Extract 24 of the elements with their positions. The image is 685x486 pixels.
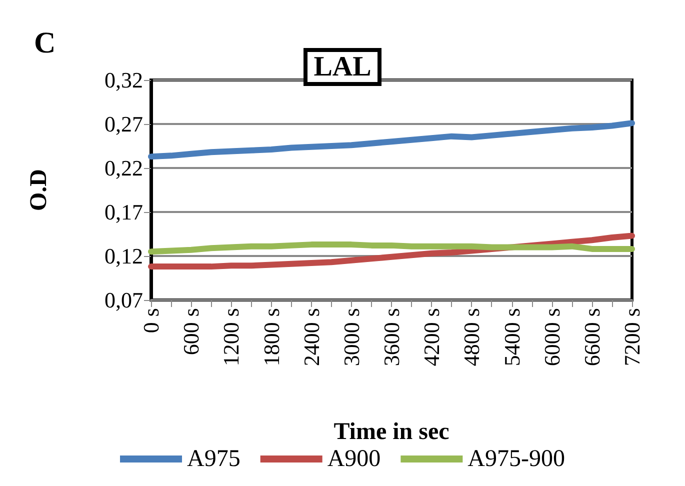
x-tick-label: 4200 s bbox=[419, 308, 444, 366]
x-tick-label: 7200 s bbox=[620, 308, 644, 366]
legend-label: A900 bbox=[327, 446, 381, 472]
chart-title: LAL bbox=[314, 52, 372, 82]
x-tick-label: 2400 s bbox=[298, 308, 324, 366]
legend-label: A975-900 bbox=[468, 446, 565, 472]
x-axis-title: Time in sec bbox=[334, 419, 450, 445]
x-tick-label: 3000 s bbox=[338, 308, 364, 366]
y-axis-title: O.D bbox=[26, 169, 52, 211]
x-tick-label: 5400 s bbox=[499, 308, 524, 366]
x-tick-label: 1200 s bbox=[218, 308, 244, 366]
legend-label: A975 bbox=[187, 446, 240, 472]
x-tick-label: 600 s bbox=[178, 308, 204, 356]
y-tick-label: 0,22 bbox=[104, 156, 143, 180]
x-tick-label: 6600 s bbox=[579, 308, 604, 366]
y-tick-label: 0,12 bbox=[104, 244, 143, 268]
x-tick-label: 4800 s bbox=[459, 308, 484, 366]
y-tick-label: 0,17 bbox=[104, 200, 143, 224]
x-tick-label: 6000 s bbox=[539, 308, 564, 366]
text: C bbox=[34, 26, 56, 60]
y-tick-label: 0,27 bbox=[104, 112, 143, 136]
y-tick-label: 0,32 bbox=[104, 68, 143, 92]
x-tick-label: 1800 s bbox=[258, 308, 284, 366]
x-tick-label: 3600 s bbox=[379, 308, 404, 366]
